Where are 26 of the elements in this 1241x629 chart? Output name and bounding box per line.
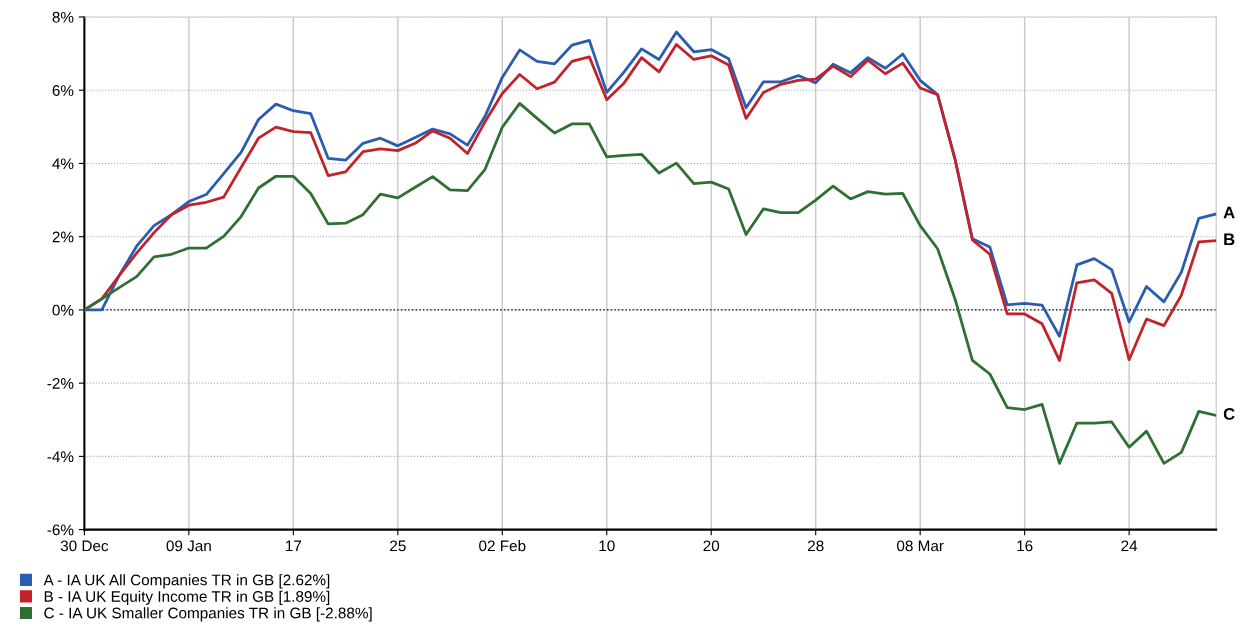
x-tick-label: 09 Jan <box>166 540 211 552</box>
x-tick-label: 08 Mar <box>897 540 944 552</box>
legend-label: B - IA UK Equity Income TR in GB [1.89%] <box>44 590 330 605</box>
y-tick-label: -2% <box>47 378 74 389</box>
x-tick-label: 25 <box>390 540 406 552</box>
x-tick-label: 30 Dec <box>60 540 109 552</box>
x-tick-label: 28 <box>807 540 824 552</box>
y-tick-label: -4% <box>47 451 74 463</box>
y-tick-label: 0% <box>52 304 74 316</box>
x-tick-label: 24 <box>1121 540 1138 552</box>
y-tick-label: 6% <box>52 85 74 96</box>
y-tick-label: 4% <box>52 158 74 170</box>
x-tick-label: 17 <box>286 540 302 552</box>
y-tick-label: -6% <box>47 524 74 536</box>
line-series <box>84 102 1217 465</box>
y-tick-label: 8% <box>52 11 74 23</box>
x-tick-label: 16 <box>1017 540 1033 552</box>
x-tick-label: 02 Feb <box>479 540 526 552</box>
text: C <box>1223 408 1235 420</box>
x-tick-label: 20 <box>703 540 720 552</box>
text: B <box>1224 233 1235 246</box>
text: A <box>1223 206 1235 219</box>
legend-label: C - IA UK Smaller Companies TR in GB [-2.88%] <box>44 607 372 622</box>
legend-label: A - IA UK All Companies TR in GB [2.62%] <box>43 574 330 589</box>
y-tick-label: 2% <box>52 231 74 243</box>
x-tick-label: 10 <box>599 540 615 552</box>
